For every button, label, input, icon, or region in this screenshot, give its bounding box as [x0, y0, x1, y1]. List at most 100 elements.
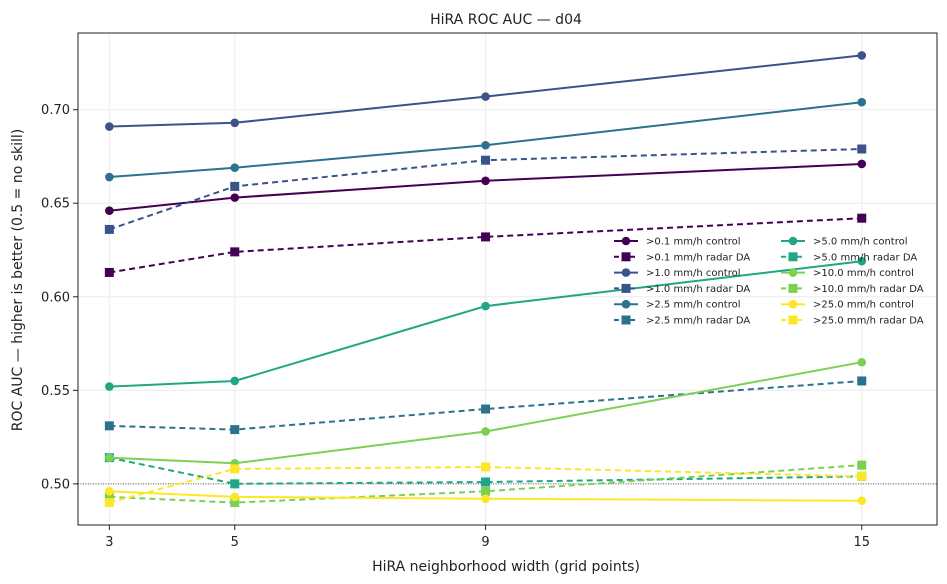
data-point [230, 479, 240, 489]
legend-entry: >5.0 mm/h radar DA [781, 252, 917, 263]
series-2 [105, 51, 867, 131]
data-point [857, 471, 867, 481]
data-point [481, 176, 490, 186]
data-point [857, 357, 867, 367]
legend-marker [621, 252, 631, 262]
legend-marker [621, 283, 631, 293]
data-point [857, 496, 867, 505]
data-point [481, 486, 491, 496]
legend-entry: >0.1 mm/h radar DA [614, 252, 750, 263]
legend-marker [621, 236, 631, 246]
series-3 [104, 144, 867, 234]
legend-label: >10.0 mm/h control [813, 268, 914, 279]
legend-marker [621, 268, 631, 277]
series-6 [105, 256, 867, 391]
x-tick-label: 15 [853, 535, 870, 550]
legend-marker [621, 299, 631, 309]
legend-label: >1.0 mm/h control [646, 268, 741, 279]
data-point [857, 159, 867, 169]
x-tick-label: 3 [105, 535, 113, 550]
data-point [104, 498, 114, 508]
legend-marker [788, 236, 798, 246]
data-point [105, 172, 114, 182]
legend-label: >1.0 mm/h radar DA [646, 284, 750, 295]
series-layer [104, 51, 867, 508]
x-tick-label: 5 [231, 535, 239, 550]
data-point [230, 376, 240, 386]
legend-entry: >1.0 mm/h radar DA [614, 283, 750, 295]
data-point [104, 421, 114, 431]
series-line [109, 54, 862, 128]
legend-marker [621, 315, 631, 325]
data-point [857, 376, 867, 386]
series-11 [104, 462, 867, 508]
legend-label: >25.0 mm/h control [813, 300, 914, 311]
data-point [481, 462, 491, 472]
legend-entry: >5.0 mm/h control [781, 237, 908, 248]
legend-marker [788, 283, 798, 293]
series-0 [105, 159, 867, 216]
series-line [109, 490, 862, 502]
legend-entry: >10.0 mm/h control [781, 268, 914, 279]
data-point [105, 206, 114, 216]
data-point [230, 464, 240, 474]
series-5 [104, 376, 867, 435]
series-line [109, 361, 862, 465]
data-point [105, 382, 114, 391]
data-point [230, 181, 240, 191]
series-line [109, 260, 862, 388]
series-line [109, 148, 862, 231]
data-point [104, 224, 114, 234]
legend: >0.1 mm/h control >0.1 mm/h radar DA >1.0 … [614, 237, 924, 327]
legend-entry: >0.1 mm/h control [614, 237, 741, 248]
x-tick-label: 9 [481, 535, 489, 550]
data-point [230, 492, 240, 502]
legend-label: >2.5 mm/h control [646, 300, 741, 311]
legend-marker [788, 268, 798, 277]
data-point [481, 404, 491, 414]
y-tick-label: 0.55 [41, 384, 70, 399]
legend-entry: >1.0 mm/h control [614, 268, 741, 279]
data-point [481, 477, 491, 487]
data-point [105, 122, 114, 131]
x-axis-title: HiRA neighborhood width (grid points) [372, 559, 640, 575]
data-point [481, 427, 490, 436]
data-point [481, 494, 490, 504]
legend-marker [788, 315, 798, 325]
data-point [230, 163, 240, 172]
legend-label: >10.0 mm/h radar DA [813, 284, 924, 295]
data-point [857, 97, 867, 107]
y-tick-label: 0.50 [41, 477, 70, 492]
chart-title: HiRA ROC AUC — d04 [430, 12, 582, 28]
series-line [109, 101, 862, 178]
legend-label: >5.0 mm/h radar DA [813, 252, 917, 263]
data-point [105, 487, 114, 496]
legend-entry: >2.5 mm/h control [614, 300, 741, 311]
series-1 [104, 213, 867, 277]
gridlines [78, 33, 937, 525]
data-point [481, 301, 490, 311]
data-point [481, 155, 491, 165]
legend-entry: >10.0 mm/h radar DA [781, 283, 924, 295]
legend-marker [788, 252, 798, 262]
legend-label: >2.5 mm/h radar DA [646, 316, 750, 327]
data-point [230, 425, 240, 435]
x-axis-ticks: 3 5 9 15 [105, 525, 870, 550]
data-point [230, 498, 240, 508]
y-tick-label: 0.70 [41, 103, 70, 118]
data-point [857, 51, 867, 60]
data-point [481, 92, 490, 101]
series-line [109, 217, 862, 274]
series-10 [105, 487, 867, 505]
data-point [105, 453, 114, 462]
legend-entry: >25.0 mm/h radar DA [781, 315, 924, 327]
data-point [857, 144, 867, 154]
data-point [230, 193, 240, 202]
series-line [109, 456, 862, 485]
data-point [230, 118, 240, 128]
data-point [104, 492, 114, 502]
series-line [109, 163, 862, 212]
series-4 [105, 97, 867, 182]
plot-area-frame [77, 32, 938, 526]
